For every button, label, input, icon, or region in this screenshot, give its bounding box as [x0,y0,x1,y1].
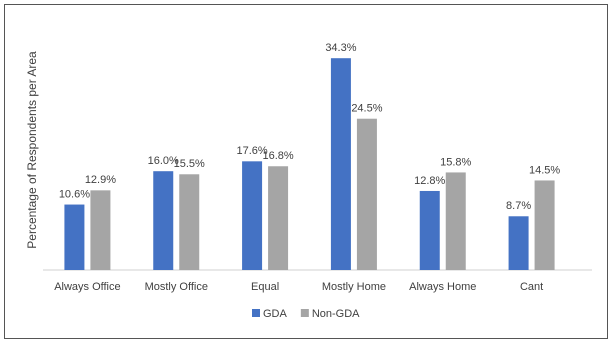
bar [534,180,555,270]
chart-frame [4,4,608,339]
bar [90,190,111,270]
x-tick-label: Equal [251,281,279,293]
value-label: 24.5% [351,103,382,115]
value-label: 10.6% [59,188,90,200]
bar [268,166,289,270]
legend-label: Non-GDA [312,308,360,320]
value-label: 14.5% [529,164,560,176]
value-label: 12.9% [85,174,116,186]
value-label: 16.8% [262,150,293,162]
x-tick-label: Mostly Home [322,281,386,293]
bar [356,118,377,271]
value-label: 8.7% [506,200,531,212]
value-label: 15.8% [440,156,471,168]
x-tick-label: Always Office [54,281,120,293]
x-tick-label: Always Home [409,281,476,293]
x-tick-label: Cant [520,281,543,293]
bar [64,204,85,270]
bar [242,161,263,270]
bar [419,190,440,270]
value-label: 34.3% [325,42,356,54]
value-label: 17.6% [236,145,267,157]
y-axis-title: Percentage of Respondents per Area [25,51,39,249]
value-label: 15.5% [174,158,205,170]
value-label: 16.0% [148,155,179,167]
value-label: 12.8% [414,175,445,187]
legend-swatch [252,309,260,317]
bar [508,216,529,270]
bar [153,171,174,270]
legend-label: GDA [263,308,288,320]
bar [445,172,466,270]
x-tick-label: Mostly Office [145,281,208,293]
bar [330,58,351,271]
legend-swatch [300,309,309,317]
bar [179,174,200,270]
